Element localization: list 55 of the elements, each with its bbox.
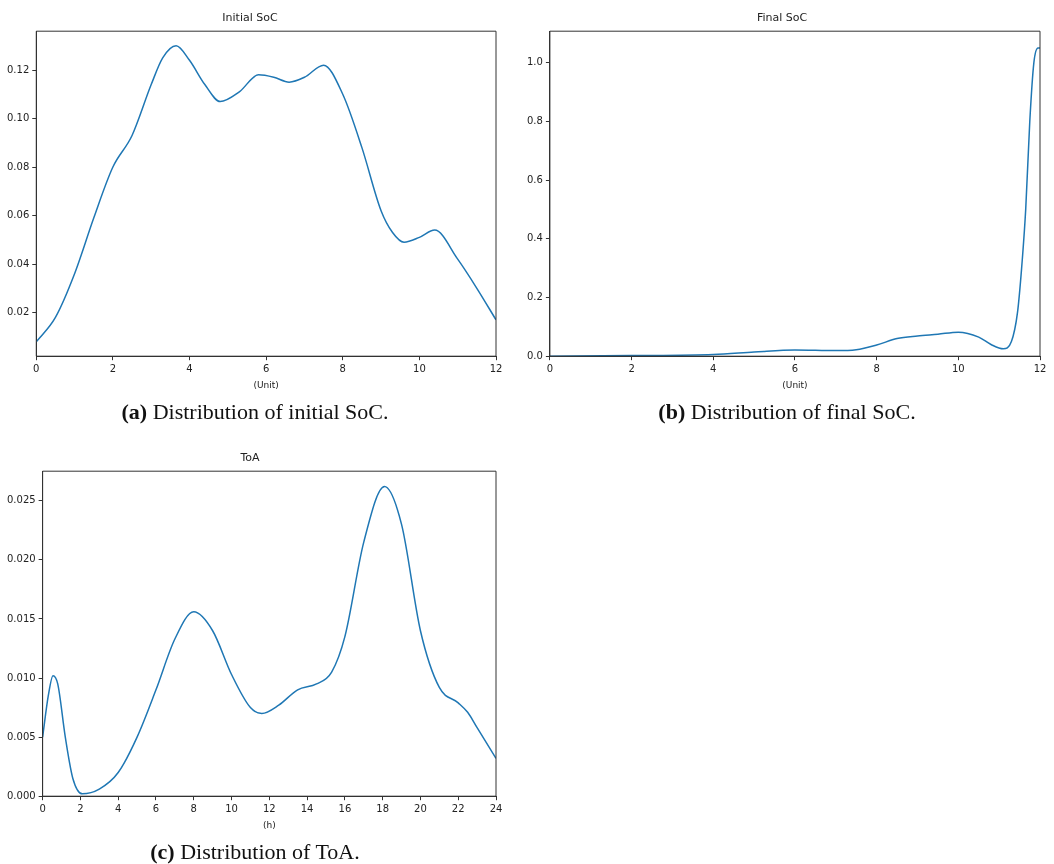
chart-title: ToA (239, 451, 261, 465)
text: (b) Distribution of final SoC. (657, 399, 917, 425)
x-tick-label: 20 (414, 802, 427, 814)
x-tick-label: 8 (190, 802, 197, 814)
x-tick-label: 10 (413, 362, 426, 374)
x-tick-label: 12 (262, 802, 276, 814)
y-tick-label: 0.04 (7, 257, 30, 269)
x-tick-label: 8 (339, 362, 346, 374)
chart-title: Initial SoC (222, 11, 278, 25)
x-tick-label: 6 (262, 362, 270, 374)
y-tick-label: 0.08 (7, 160, 30, 172)
x-tick-label: 22 (451, 802, 465, 814)
x-tick-label: 12 (1033, 362, 1047, 374)
y-tick-label: 0.0 (527, 349, 543, 361)
y-tick-label: 0.2 (527, 291, 543, 303)
x-tick-label: 12 (489, 362, 503, 374)
x-tick-label: 4 (710, 362, 717, 374)
x-tick-label: 8 (873, 362, 880, 374)
chart-title: Final SoC (756, 11, 808, 25)
x-tick-label: 14 (300, 802, 314, 814)
y-tick-label: 0.02 (7, 306, 30, 318)
x-tick-label: 0 (39, 802, 46, 814)
y-tick-label: 0.10 (7, 112, 30, 124)
x-tick-label: 10 (951, 362, 965, 374)
x-tick-label: 2 (77, 802, 84, 814)
x-tick-label: 10 (225, 802, 238, 814)
x-tick-label: 4 (115, 802, 122, 814)
text: (c) Distribution of ToA. (149, 839, 361, 864)
y-tick-label: 0.8 (527, 114, 543, 126)
y-tick-label: 0.010 (6, 671, 36, 683)
y-tick-label: 0.015 (6, 612, 36, 624)
x-tick-label: 6 (152, 802, 160, 814)
x-tick-label: 18 (376, 802, 390, 814)
x-tick-label: 4 (186, 362, 193, 374)
x-tick-label: 2 (628, 362, 635, 374)
x-tick-label: 0 (33, 362, 40, 374)
x-axis-title: (Unit) (253, 379, 279, 390)
text: (a) Distribution of initial SoC. (120, 399, 390, 425)
y-tick-label: 0.025 (6, 494, 36, 506)
x-tick-label: 24 (489, 802, 503, 814)
y-tick-label: 0.12 (7, 63, 30, 75)
y-tick-label: 0.005 (6, 730, 36, 742)
y-tick-label: 1.0 (527, 56, 543, 68)
y-tick-label: 0.000 (6, 789, 36, 801)
x-tick-label: 6 (791, 362, 799, 374)
y-tick-label: 0.4 (527, 232, 543, 244)
y-tick-label: 0.06 (7, 209, 30, 221)
y-tick-label: 0.6 (527, 173, 543, 185)
y-tick-label: 0.020 (6, 553, 36, 565)
x-axis-title: (h) (262, 819, 276, 830)
x-axis-title: (Unit) (782, 379, 808, 390)
line-series (36, 45, 496, 343)
x-tick-label: 0 (546, 362, 554, 374)
x-tick-label: 2 (109, 362, 117, 374)
x-tick-label: 16 (338, 802, 352, 814)
